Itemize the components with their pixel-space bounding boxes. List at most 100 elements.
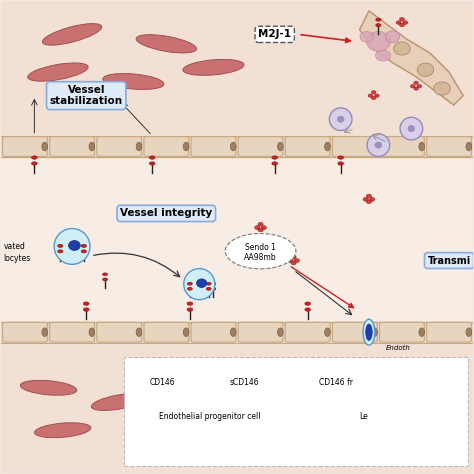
Circle shape <box>54 228 90 264</box>
Ellipse shape <box>206 287 211 290</box>
FancyBboxPatch shape <box>332 322 377 342</box>
FancyBboxPatch shape <box>97 137 142 156</box>
Ellipse shape <box>183 328 189 337</box>
Ellipse shape <box>58 250 63 253</box>
Text: sCD146: sCD146 <box>230 378 260 387</box>
Ellipse shape <box>371 91 376 94</box>
Ellipse shape <box>216 383 220 386</box>
FancyBboxPatch shape <box>380 322 424 342</box>
Text: M2J-1: M2J-1 <box>258 29 291 39</box>
Ellipse shape <box>103 273 108 276</box>
Ellipse shape <box>219 381 224 384</box>
Ellipse shape <box>89 142 95 151</box>
Ellipse shape <box>143 414 148 419</box>
FancyBboxPatch shape <box>2 137 47 156</box>
FancyBboxPatch shape <box>427 322 472 342</box>
Ellipse shape <box>32 162 37 165</box>
Ellipse shape <box>345 413 350 418</box>
Ellipse shape <box>294 259 300 263</box>
Circle shape <box>184 269 215 300</box>
Ellipse shape <box>135 374 141 377</box>
Ellipse shape <box>206 283 211 285</box>
Ellipse shape <box>183 142 189 151</box>
Ellipse shape <box>376 18 381 21</box>
Ellipse shape <box>197 279 207 287</box>
Ellipse shape <box>376 24 381 27</box>
Ellipse shape <box>103 73 164 90</box>
Ellipse shape <box>272 162 277 165</box>
Text: AA98mb: AA98mb <box>244 253 277 262</box>
Ellipse shape <box>370 197 375 201</box>
Ellipse shape <box>403 21 408 24</box>
Text: CD146: CD146 <box>150 378 175 387</box>
Ellipse shape <box>372 328 377 337</box>
FancyBboxPatch shape <box>285 137 330 156</box>
Ellipse shape <box>291 255 296 259</box>
Ellipse shape <box>375 142 382 148</box>
Ellipse shape <box>419 328 425 337</box>
Ellipse shape <box>414 87 419 90</box>
Text: Le: Le <box>359 411 368 420</box>
Ellipse shape <box>360 32 373 42</box>
Ellipse shape <box>277 142 283 151</box>
Text: Vessel
stabilization: Vessel stabilization <box>50 85 123 107</box>
Ellipse shape <box>417 84 422 88</box>
Circle shape <box>329 108 352 130</box>
Ellipse shape <box>89 328 95 337</box>
Ellipse shape <box>434 82 450 95</box>
Ellipse shape <box>325 142 330 151</box>
Ellipse shape <box>291 261 296 265</box>
Ellipse shape <box>81 250 86 253</box>
Ellipse shape <box>20 380 77 395</box>
Ellipse shape <box>261 226 266 229</box>
Ellipse shape <box>42 328 47 337</box>
Ellipse shape <box>230 142 236 151</box>
Text: CD146 fr: CD146 fr <box>319 378 354 387</box>
Ellipse shape <box>187 302 193 305</box>
FancyBboxPatch shape <box>427 137 472 156</box>
FancyBboxPatch shape <box>97 322 142 342</box>
Ellipse shape <box>466 328 472 337</box>
Ellipse shape <box>35 423 91 438</box>
Ellipse shape <box>32 156 37 159</box>
Ellipse shape <box>187 308 193 311</box>
Polygon shape <box>359 11 463 105</box>
Ellipse shape <box>136 35 197 53</box>
Text: vated: vated <box>4 242 26 251</box>
Ellipse shape <box>183 59 244 75</box>
Ellipse shape <box>366 194 372 198</box>
Ellipse shape <box>188 287 192 290</box>
FancyBboxPatch shape <box>332 137 377 156</box>
Ellipse shape <box>419 142 425 151</box>
Ellipse shape <box>135 368 141 371</box>
Ellipse shape <box>28 63 88 81</box>
FancyBboxPatch shape <box>238 322 283 342</box>
Ellipse shape <box>371 96 376 100</box>
Bar <box>1 136 473 157</box>
Ellipse shape <box>305 308 310 311</box>
FancyBboxPatch shape <box>50 137 94 156</box>
Bar <box>1 157 473 322</box>
Ellipse shape <box>258 228 263 232</box>
Ellipse shape <box>288 259 293 263</box>
Ellipse shape <box>211 287 216 290</box>
Text: Endoth: Endoth <box>385 345 410 351</box>
Ellipse shape <box>81 244 86 247</box>
Ellipse shape <box>305 302 310 305</box>
Ellipse shape <box>408 126 415 132</box>
Ellipse shape <box>363 197 368 201</box>
Ellipse shape <box>394 42 410 55</box>
Ellipse shape <box>216 377 220 381</box>
Ellipse shape <box>69 241 80 250</box>
FancyBboxPatch shape <box>285 322 330 342</box>
Ellipse shape <box>365 324 372 340</box>
Ellipse shape <box>396 21 401 24</box>
Ellipse shape <box>366 32 390 51</box>
Ellipse shape <box>136 142 142 151</box>
Bar <box>124 357 468 465</box>
Circle shape <box>400 117 423 140</box>
Ellipse shape <box>258 222 263 226</box>
FancyBboxPatch shape <box>380 137 424 156</box>
Ellipse shape <box>277 328 283 337</box>
Ellipse shape <box>272 156 277 159</box>
